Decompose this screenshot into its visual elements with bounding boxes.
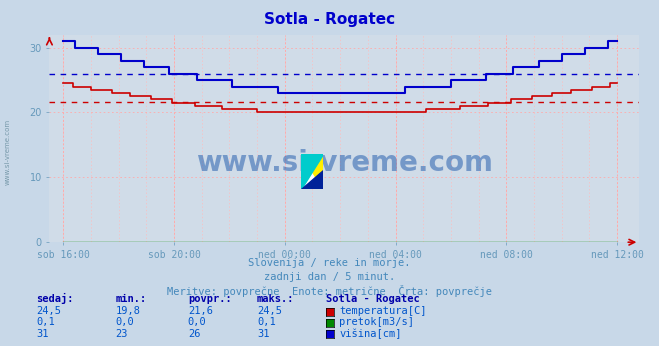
Text: 31: 31 — [257, 329, 270, 339]
Text: sedaj:: sedaj: — [36, 293, 74, 304]
Text: www.si-vreme.com: www.si-vreme.com — [196, 149, 493, 177]
Polygon shape — [301, 170, 323, 189]
Text: 24,5: 24,5 — [257, 306, 282, 316]
Text: pretok[m3/s]: pretok[m3/s] — [339, 317, 415, 327]
Text: Meritve: povprečne  Enote: metrične  Črta: povprečje: Meritve: povprečne Enote: metrične Črta:… — [167, 285, 492, 298]
Text: 19,8: 19,8 — [115, 306, 140, 316]
Text: 0,0: 0,0 — [188, 317, 206, 327]
Text: Sotla - Rogatec: Sotla - Rogatec — [264, 12, 395, 27]
Text: min.:: min.: — [115, 294, 146, 304]
Text: maks.:: maks.: — [257, 294, 295, 304]
Text: Sotla - Rogatec: Sotla - Rogatec — [326, 294, 420, 304]
Text: zadnji dan / 5 minut.: zadnji dan / 5 minut. — [264, 272, 395, 282]
Text: 21,6: 21,6 — [188, 306, 213, 316]
Text: Slovenija / reke in morje.: Slovenija / reke in morje. — [248, 258, 411, 268]
Polygon shape — [301, 154, 323, 189]
Polygon shape — [301, 154, 323, 189]
Text: temperatura[C]: temperatura[C] — [339, 306, 427, 316]
Text: 0,0: 0,0 — [115, 317, 134, 327]
Text: 23: 23 — [115, 329, 128, 339]
Text: višina[cm]: višina[cm] — [339, 328, 402, 339]
Text: 24,5: 24,5 — [36, 306, 61, 316]
Text: www.si-vreme.com: www.si-vreme.com — [5, 119, 11, 185]
Text: 0,1: 0,1 — [257, 317, 275, 327]
Text: 0,1: 0,1 — [36, 317, 55, 327]
Text: 26: 26 — [188, 329, 200, 339]
Text: povpr.:: povpr.: — [188, 294, 231, 304]
Text: 31: 31 — [36, 329, 49, 339]
